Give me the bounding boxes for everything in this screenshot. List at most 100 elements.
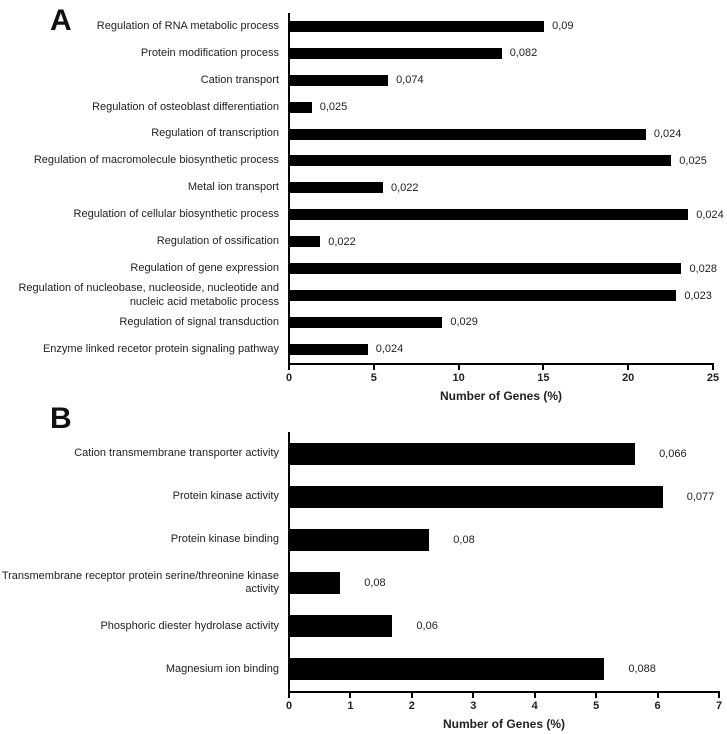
bar-row: Phosphoric diester hydrolase activity 0,0…: [0, 605, 727, 648]
value-label: 0,025: [679, 154, 707, 167]
x-tick-mark: [349, 693, 352, 698]
bar: [288, 155, 672, 167]
bar-row: Cation transport 0,074: [0, 67, 727, 94]
category-label: Regulation of gene expression: [130, 262, 279, 275]
bar-area: 0,024: [288, 336, 727, 363]
bar: [288, 316, 443, 328]
x-tick-mark: [288, 693, 290, 698]
bar-row: Regulation of signal transduction 0,029: [0, 309, 727, 336]
x-tick-label: 4: [531, 700, 538, 712]
x-tick-mark: [656, 693, 659, 698]
bar-row: Regulation of transcription 0,024: [0, 121, 727, 148]
category-label: Regulation of osteoblast differentiation: [92, 100, 279, 113]
x-tick-label: 5: [593, 700, 600, 712]
bar-row: Regulation of RNA metabolic process 0,09: [0, 13, 727, 40]
bar: [288, 263, 682, 275]
x-tick-mark: [472, 693, 475, 698]
bar: [288, 343, 368, 355]
bar-area: 0,024: [288, 201, 727, 228]
value-label: 0,088: [628, 663, 656, 676]
x-tick-label: 3: [470, 700, 477, 712]
bar-area: 0,022: [288, 174, 727, 201]
bar-area: 0,028: [288, 255, 727, 282]
bar: [288, 47, 502, 59]
category-label: Protein modification process: [140, 46, 279, 59]
x-axis-b: 0 1 2 3 4 5 6 7 Number of Genes (%): [0, 691, 727, 734]
x-tick-label: 6: [654, 700, 661, 712]
category-label: Phosphoric diester hydrolase activity: [100, 619, 279, 632]
x-tick-mark: [533, 693, 536, 698]
bar: [288, 182, 383, 194]
bar-area: 0,023: [288, 282, 727, 309]
panel-b-label: B: [50, 402, 72, 435]
chart-b-rows: Cation transmembrane transporter activit…: [0, 432, 727, 691]
x-tick-mark: [595, 693, 598, 698]
bar-row: Regulation of nucleobase, nucleoside, nu…: [0, 282, 727, 309]
y-axis-line: [288, 432, 290, 693]
category-label: Regulation of cellular biosynthetic proc…: [73, 208, 279, 221]
bar-area: 0,024: [288, 121, 727, 148]
bar-row: Metal ion transport 0,022: [0, 174, 727, 201]
x-tick-label: 20: [622, 372, 635, 384]
bar-row: Regulation of gene expression 0,028: [0, 255, 727, 282]
bar: [288, 658, 605, 681]
value-label: 0,024: [375, 343, 404, 356]
category-label: Regulation of RNA metabolic process: [96, 19, 279, 32]
bar: [288, 290, 677, 302]
bar: [288, 236, 321, 248]
x-axis-line: [288, 691, 720, 693]
category-label: Magnesium ion binding: [165, 662, 279, 675]
bar: [288, 101, 312, 113]
bar: [288, 209, 689, 221]
x-tick-label: 25: [706, 372, 720, 384]
value-label: 0,09: [552, 20, 574, 33]
x-tick-label: 15: [537, 372, 550, 384]
bar-row: Regulation of osteoblast differentiation…: [0, 94, 727, 121]
x-tick-label: 7: [715, 700, 723, 712]
bar-row: Regulation of macromolecule biosynthetic…: [0, 148, 727, 175]
x-tick-mark: [627, 365, 630, 370]
bar-row: Regulation of ossification 0,022: [0, 228, 727, 255]
bar-row: Protein kinase binding 0,08: [0, 518, 727, 561]
x-tick-mark: [372, 365, 375, 370]
value-label: 0,08: [364, 577, 386, 590]
x-tick-mark: [718, 693, 720, 698]
category-label: Enzyme linked recetor protein signaling …: [42, 342, 279, 355]
x-axis-line: [288, 363, 714, 365]
bar-row: Protein kinase activity 0,077: [0, 475, 727, 518]
x-tick-mark: [542, 365, 545, 370]
value-label: 0,077: [686, 490, 715, 503]
value-label: 0,024: [653, 128, 682, 141]
bar-row: Transmembrane receptor protein serine/th…: [0, 561, 727, 604]
bar-area: 0,025: [288, 94, 727, 121]
chart-a: Regulation of RNA metabolic process 0,09 P…: [0, 13, 727, 407]
value-label: 0,066: [659, 447, 687, 460]
x-axis-label: Number of Genes (%): [442, 717, 566, 731]
category-label: Regulation of transcription: [151, 127, 279, 140]
category-label: Transmembrane receptor protein serine/th…: [1, 569, 279, 596]
bar-area: 0,029: [288, 309, 727, 336]
x-tick-label: 1: [347, 700, 354, 712]
category-label: Regulation of ossification: [156, 235, 279, 248]
x-tick-label: 0: [285, 372, 293, 384]
bar: [288, 442, 636, 465]
bar-area: 0,022: [288, 228, 727, 255]
value-label: 0,08: [453, 533, 475, 546]
value-label: 0,074: [396, 74, 424, 87]
bar-row: Regulation of cellular biosynthetic proc…: [0, 201, 727, 228]
category-label: Cation transmembrane transporter activit…: [74, 446, 279, 459]
x-tick-mark: [410, 693, 413, 698]
x-tick-mark: [288, 365, 290, 370]
bar-area: 0,077: [288, 475, 727, 518]
x-tick-label: 2: [408, 700, 415, 712]
bar-area: 0,025: [288, 148, 727, 175]
y-axis-line: [288, 13, 290, 365]
chart-b: Cation transmembrane transporter activit…: [0, 432, 727, 734]
bar-area: 0,06: [288, 605, 727, 648]
bar-area: 0,09: [288, 13, 727, 40]
bar-row: Enzyme linked recetor protein signaling …: [0, 336, 727, 363]
value-label: 0,023: [684, 289, 712, 302]
bar-row: Magnesium ion binding 0,088: [0, 648, 727, 691]
bar-area: 0,074: [288, 67, 727, 94]
